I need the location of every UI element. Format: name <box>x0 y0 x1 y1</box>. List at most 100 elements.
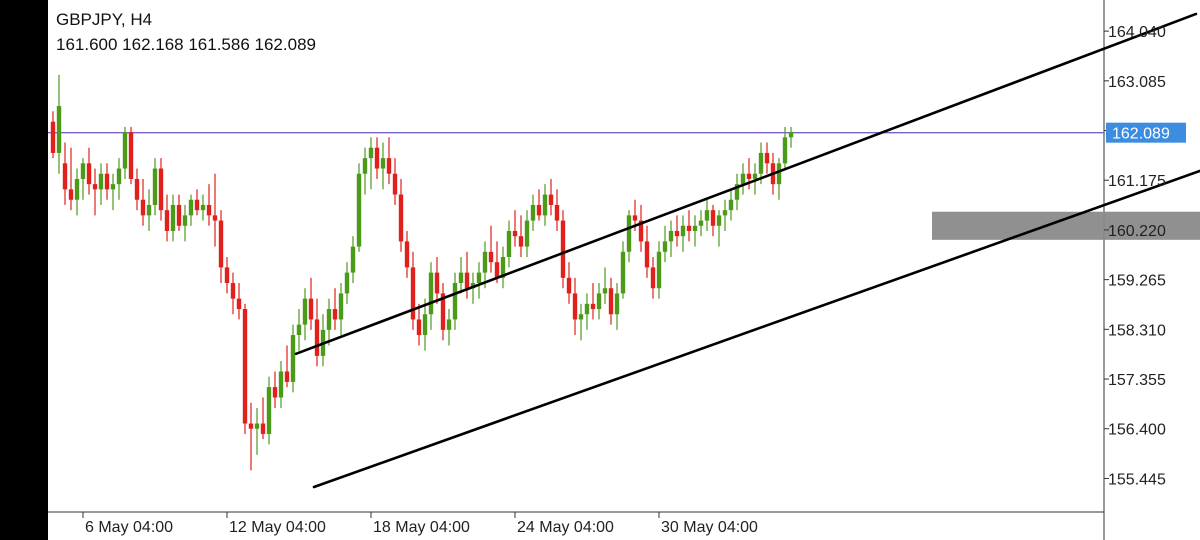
candle-body[interactable] <box>122 132 128 169</box>
candle-body[interactable] <box>272 387 278 398</box>
candle-body[interactable] <box>566 277 572 294</box>
candle-body[interactable] <box>116 168 122 185</box>
candle-body[interactable] <box>584 303 590 315</box>
candle-body[interactable] <box>362 158 368 174</box>
candle-body[interactable] <box>110 184 116 190</box>
candle-body[interactable] <box>674 230 680 237</box>
candle-body[interactable] <box>530 204 536 221</box>
candle-body[interactable] <box>752 173 758 179</box>
candle-body[interactable] <box>782 137 788 164</box>
candle-body[interactable] <box>638 220 644 242</box>
candle-body[interactable] <box>500 257 506 278</box>
candle-body[interactable] <box>368 147 374 159</box>
candle-body[interactable] <box>350 246 356 273</box>
candle-body[interactable] <box>248 423 254 429</box>
candle-body[interactable] <box>710 210 716 226</box>
candle-body[interactable] <box>410 267 416 320</box>
candle-body[interactable] <box>680 225 686 237</box>
candle-body[interactable] <box>254 423 260 429</box>
candle-body[interactable] <box>554 204 560 221</box>
candle-body[interactable] <box>98 173 104 190</box>
candle-body[interactable] <box>518 236 524 247</box>
candle-body[interactable] <box>578 314 584 320</box>
candle-body[interactable] <box>212 215 218 221</box>
candle-body[interactable] <box>314 319 320 356</box>
price-chart[interactable]: 164.040163.085162.130161.175160.220159.2… <box>48 0 1200 540</box>
candle-body[interactable] <box>614 293 620 315</box>
candle-body[interactable] <box>236 298 242 310</box>
candle-body[interactable] <box>290 335 296 382</box>
candle-body[interactable] <box>602 288 608 294</box>
candle-body[interactable] <box>506 230 512 257</box>
candle-body[interactable] <box>266 387 272 434</box>
candle-body[interactable] <box>452 283 458 320</box>
candle-body[interactable] <box>698 220 704 226</box>
channel-lower-trendline[interactable] <box>312 111 1200 489</box>
candle-body[interactable] <box>404 241 410 268</box>
candle-body[interactable] <box>392 173 398 195</box>
candle-body[interactable] <box>416 319 422 336</box>
candle-body[interactable] <box>572 293 578 320</box>
candle-body[interactable] <box>50 121 56 153</box>
candle-body[interactable] <box>356 173 362 247</box>
candle-body[interactable] <box>80 163 86 179</box>
candle-body[interactable] <box>692 225 698 231</box>
candle-body[interactable] <box>380 158 386 169</box>
candle-body[interactable] <box>734 184 740 200</box>
candle-body[interactable] <box>224 267 230 284</box>
candle-body[interactable] <box>590 303 596 310</box>
candle-body[interactable] <box>68 189 74 200</box>
candle-body[interactable] <box>140 199 146 216</box>
candle-body[interactable] <box>296 324 302 336</box>
candle-body[interactable] <box>200 204 206 211</box>
candle-body[interactable] <box>56 106 62 153</box>
candle-body[interactable] <box>170 204 176 231</box>
candle-body[interactable] <box>104 173 110 190</box>
candle-body[interactable] <box>134 178 140 200</box>
candle-body[interactable] <box>626 215 632 252</box>
candle-body[interactable] <box>164 210 170 231</box>
candle-body[interactable] <box>344 272 350 294</box>
candle-body[interactable] <box>776 163 782 185</box>
candle-body[interactable] <box>446 319 452 330</box>
candle-body[interactable] <box>764 152 770 164</box>
candle-body[interactable] <box>656 251 662 289</box>
candle-body[interactable] <box>608 288 614 315</box>
candle-body[interactable] <box>332 309 338 320</box>
channel-upper-trendline[interactable] <box>294 12 1198 356</box>
candle-body[interactable] <box>278 371 284 398</box>
candle-body[interactable] <box>716 215 722 226</box>
candle-body[interactable] <box>218 220 224 268</box>
candle-body[interactable] <box>440 293 446 330</box>
candle-body[interactable] <box>458 272 464 284</box>
candle-body[interactable] <box>542 194 548 216</box>
candle-body[interactable] <box>650 267 656 289</box>
candle-body[interactable] <box>536 204 542 216</box>
candle-body[interactable] <box>788 132 794 138</box>
candle-body[interactable] <box>338 293 344 320</box>
candle-body[interactable] <box>434 272 440 294</box>
candle-body[interactable] <box>668 230 674 242</box>
candle-body[interactable] <box>260 423 266 434</box>
candle-body[interactable] <box>560 220 566 278</box>
candle-body[interactable] <box>422 314 428 336</box>
candle-body[interactable] <box>482 251 488 273</box>
candle-body[interactable] <box>230 283 236 299</box>
candle-body[interactable] <box>746 173 752 179</box>
candle-body[interactable] <box>374 147 380 169</box>
candle-body[interactable] <box>398 194 404 242</box>
candle-body[interactable] <box>74 178 80 200</box>
candle-body[interactable] <box>620 251 626 294</box>
candle-body[interactable] <box>308 298 314 320</box>
candle-body[interactable] <box>662 241 668 252</box>
candle-body[interactable] <box>488 251 494 263</box>
candle-body[interactable] <box>476 272 482 284</box>
candle-body[interactable] <box>176 204 182 226</box>
candle-body[interactable] <box>512 230 518 237</box>
candle-body[interactable] <box>92 184 98 190</box>
candle-body[interactable] <box>182 215 188 226</box>
candle-body[interactable] <box>758 152 764 174</box>
candle-body[interactable] <box>302 298 308 325</box>
candle-body[interactable] <box>740 173 746 185</box>
candle-body[interactable] <box>632 215 638 221</box>
